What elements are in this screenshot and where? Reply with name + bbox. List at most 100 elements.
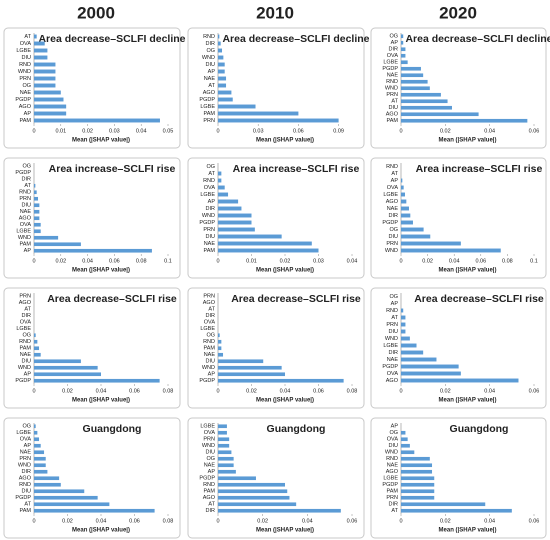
y-tick-label: AT: [208, 83, 215, 89]
x-tick-label: 0: [399, 258, 402, 264]
y-tick-label: OG: [22, 424, 31, 430]
x-tick-label: 0.02: [422, 258, 433, 264]
x-tick-label: 0: [32, 518, 35, 524]
x-tick-label: 0: [216, 388, 219, 394]
y-tick-label: NAE: [387, 73, 399, 79]
x-tick-label: 0.02: [257, 518, 268, 524]
y-tick-label: AT: [208, 171, 215, 177]
bar: [218, 489, 288, 494]
bar: [34, 104, 67, 109]
y-tick-label: RND: [386, 79, 398, 85]
y-tick-label: OVA: [20, 320, 32, 326]
x-tick-label: 0: [32, 128, 35, 134]
column-title: 2010: [256, 3, 294, 22]
chart-title: Area decrease–SCLFI rise: [414, 293, 544, 305]
y-tick-label: LGBE: [383, 343, 398, 349]
bar: [34, 216, 40, 221]
x-tick-label: 0.02: [440, 518, 451, 524]
x-tick-label: 0.06: [529, 128, 540, 134]
y-tick-label: AP: [208, 469, 216, 475]
bar: [34, 430, 38, 435]
y-tick-label: PRN: [19, 76, 31, 82]
y-tick-label: LGBE: [200, 192, 215, 198]
bar: [218, 241, 312, 246]
x-tick-label: 0: [32, 258, 35, 264]
y-tick-label: PAM: [19, 118, 31, 124]
bar: [34, 209, 40, 214]
y-tick-label: LGBE: [383, 60, 398, 66]
bar: [34, 456, 46, 461]
y-tick-label: AGO: [19, 216, 32, 222]
x-tick-label: 0.06: [475, 258, 486, 264]
y-tick-label: OG: [22, 83, 31, 89]
bar: [218, 482, 285, 487]
y-tick-label: PGDP: [382, 482, 398, 488]
x-tick-label: 0.01: [246, 258, 257, 264]
bar: [34, 359, 81, 364]
x-axis-label: Mean (|SHAP value|): [72, 138, 130, 144]
chart-title: Area increase–SCLFI rise: [233, 163, 360, 175]
y-tick-label: OG: [389, 227, 398, 233]
bar: [34, 203, 40, 208]
y-tick-label: LGBE: [200, 326, 215, 332]
bar: [401, 234, 431, 239]
y-tick-label: PRN: [19, 196, 31, 202]
bar: [218, 372, 285, 377]
bar: [218, 213, 252, 218]
y-tick-label: WND: [202, 213, 215, 219]
bar: [401, 371, 461, 376]
chart-title: Guangdong: [450, 423, 509, 435]
bar: [34, 378, 160, 383]
bar: [34, 424, 36, 429]
bar: [218, 34, 220, 39]
bar: [34, 495, 98, 500]
x-tick-label: 0.08: [163, 518, 174, 524]
y-tick-label: WND: [18, 365, 31, 371]
bar: [401, 92, 441, 97]
bar: [401, 185, 404, 190]
y-tick-label: OVA: [20, 41, 32, 47]
bar: [401, 463, 433, 468]
y-tick-label: PGDP: [199, 378, 215, 384]
y-tick-label: PRN: [386, 241, 398, 247]
x-tick-label: 0.02: [440, 388, 451, 394]
bar: [218, 495, 290, 500]
y-tick-label: DIU: [206, 62, 216, 68]
x-tick-label: 0.06: [529, 388, 540, 394]
y-tick-label: PGDP: [199, 97, 215, 103]
bar: [218, 227, 255, 232]
y-tick-label: RND: [19, 190, 31, 196]
y-tick-label: WND: [385, 336, 398, 342]
bar: [34, 111, 67, 116]
x-tick-label: 0.02: [55, 258, 66, 264]
y-tick-label: OVA: [387, 371, 399, 377]
bar: [34, 463, 46, 468]
bar: [401, 315, 406, 320]
y-tick-label: PAM: [203, 248, 215, 254]
bar: [34, 346, 40, 351]
x-tick-label: 0.08: [347, 388, 358, 394]
y-tick-label: DIU: [206, 234, 216, 240]
bar: [218, 90, 232, 95]
x-axis-label: Mean (|SHAP value|): [256, 138, 314, 144]
bar: [401, 66, 421, 71]
x-axis-label: Mean (|SHAP value|): [256, 398, 314, 404]
bar: [34, 229, 41, 234]
y-tick-label: AP: [391, 301, 399, 307]
bar: [218, 430, 227, 435]
bar: [218, 339, 222, 344]
x-tick-label: 0.02: [246, 388, 257, 394]
y-tick-label: AT: [391, 508, 398, 514]
bar: [218, 178, 222, 183]
bar: [218, 76, 227, 81]
bar: [401, 105, 452, 110]
y-tick-label: AGO: [19, 300, 32, 306]
y-tick-label: RND: [19, 482, 31, 488]
y-tick-label: AGO: [19, 104, 32, 110]
y-tick-label: WND: [18, 235, 31, 241]
bar: [401, 308, 404, 313]
y-tick-label: OG: [206, 164, 215, 170]
y-tick-label: LGBE: [383, 192, 398, 198]
bar: [401, 508, 512, 513]
